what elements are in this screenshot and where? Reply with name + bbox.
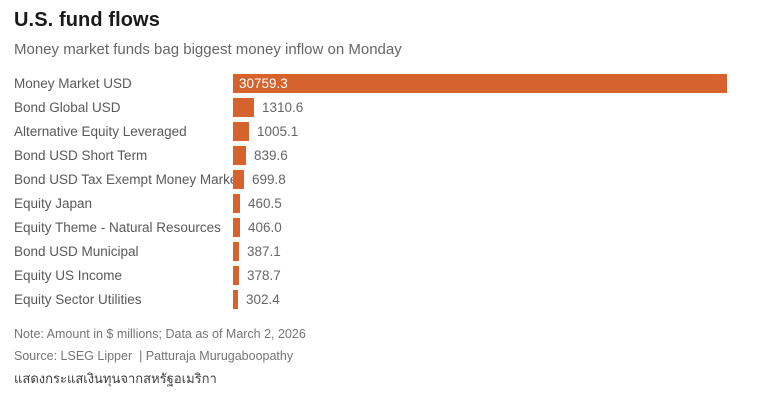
chart-footer: Note: Amount in $ millions; Data as of M… (14, 327, 754, 389)
bar (233, 217, 240, 237)
bar-track: 406.0 (233, 217, 754, 237)
chart-row: Bond Global USD 1310.6 (14, 97, 754, 117)
value-label: 839.6 (254, 147, 288, 163)
value-label: 378.7 (247, 267, 281, 283)
bar-track: 302.4 (233, 289, 754, 309)
bar-track: 387.1 (233, 241, 754, 261)
category-label: Bond Global USD (14, 99, 121, 115)
value-label: 30759.3 (239, 75, 288, 91)
chart-row: Bond USD Short Term 839.6 (14, 145, 754, 165)
note-text: Note: Amount in $ millions; Data as of M… (14, 326, 306, 341)
bar-chart: Money Market USD 30759.3 Bond Global USD 13… (14, 73, 754, 309)
category-label: Alternative Equity Leveraged (14, 123, 187, 139)
chart-row: Bond USD Municipal 387.1 (14, 241, 754, 261)
bar (233, 97, 254, 117)
fund-flows-page: U.S. fund flows Money market funds bag b… (14, 9, 754, 389)
source-text: Source: LSEG Lipper | Patturaja Murugabo… (14, 349, 294, 364)
bar (233, 73, 727, 93)
bar-track: 1310.6 (233, 97, 754, 117)
bar (233, 121, 249, 141)
chart-subtitle: Money market funds bag biggest money inf… (14, 41, 402, 58)
chart-row: Money Market USD 30759.3 (14, 73, 754, 93)
bar (233, 241, 239, 261)
category-label: Equity Sector Utilities (14, 291, 142, 307)
value-label: 406.0 (248, 219, 282, 235)
chart-title: U.S. fund flows (14, 9, 160, 31)
bar-track: 30759.3 (233, 73, 754, 93)
bar (233, 265, 239, 285)
value-label: 460.5 (248, 195, 282, 211)
chart-row: Equity Theme - Natural Resources 406.0 (14, 217, 754, 237)
bar-track: 1005.1 (233, 121, 754, 141)
chart-row: Bond USD Tax Exempt Money Market 699.8 (14, 169, 754, 189)
bar-track: 839.6 (233, 145, 754, 165)
category-label: Equity Theme - Natural Resources (14, 219, 221, 235)
thai-caption: แสดงกระแสเงินทุนจากสหรัฐอเมริกา (14, 371, 217, 387)
value-label: 387.1 (247, 243, 281, 259)
category-label: Equity Japan (14, 195, 93, 211)
bar-track: 460.5 (233, 193, 754, 213)
bar (233, 289, 238, 309)
bar (233, 193, 240, 213)
value-label: 302.4 (246, 291, 280, 307)
bar (233, 145, 246, 165)
bar (233, 169, 244, 189)
category-label: Bond USD Tax Exempt Money Market (14, 171, 233, 187)
value-label: 699.8 (252, 171, 286, 187)
chart-row: Equity Sector Utilities 302.4 (14, 289, 754, 309)
bar-track: 699.8 (233, 169, 754, 189)
category-label: Bond USD Municipal (14, 243, 139, 259)
chart-row: Equity US Income 378.7 (14, 265, 754, 285)
category-label: Equity US Income (14, 267, 123, 283)
category-label: Bond USD Short Term (14, 147, 148, 163)
bar-track: 378.7 (233, 265, 754, 285)
value-label: 1005.1 (257, 123, 299, 139)
category-label: Money Market USD (14, 75, 132, 91)
chart-row: Equity Japan 460.5 (14, 193, 754, 213)
value-label: 1310.6 (262, 99, 304, 115)
chart-row: Alternative Equity Leveraged 1005.1 (14, 121, 754, 141)
